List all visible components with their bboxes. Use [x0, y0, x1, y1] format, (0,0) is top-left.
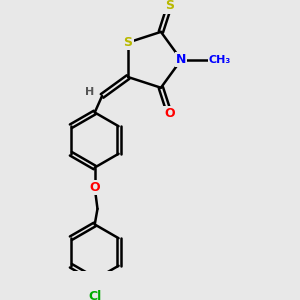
Text: S: S: [124, 36, 133, 49]
Text: Cl: Cl: [88, 290, 101, 300]
Text: CH₃: CH₃: [209, 55, 231, 65]
Text: N: N: [176, 53, 186, 66]
Text: O: O: [164, 107, 175, 120]
Text: S: S: [165, 0, 174, 12]
Text: O: O: [89, 181, 100, 194]
Text: H: H: [85, 87, 94, 97]
